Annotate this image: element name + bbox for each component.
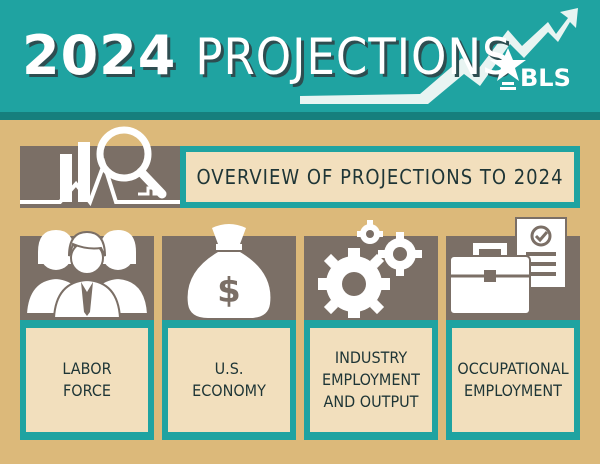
analysis-magnifier-icon xyxy=(20,126,180,207)
card-label-frame: INDUSTRY EMPLOYMENT AND OUTPUT xyxy=(304,320,438,440)
money-bag-icon: $ xyxy=(187,224,271,318)
overview-panel: OVERVIEW OF PROJECTIONS TO 2024 xyxy=(180,146,580,208)
card-label-line1: INDUSTRY xyxy=(334,348,408,367)
overview-label: OVERVIEW OF PROJECTIONS TO 2024 xyxy=(186,152,574,202)
card-label-frame: LABOR FORCE xyxy=(20,320,154,440)
trend-arrow-icon xyxy=(300,8,578,104)
card-label-line1: U.S. xyxy=(214,359,244,378)
card-label-line2: FORCE xyxy=(63,381,111,400)
title-word: PROJECTIONS xyxy=(195,28,512,86)
people-group-icon xyxy=(24,230,150,319)
card-label: LABOR FORCE xyxy=(26,328,148,432)
card-label: U.S. ECONOMY xyxy=(168,328,290,432)
bls-star-logo-icon xyxy=(490,48,526,90)
card-label-line3: AND OUTPUT xyxy=(323,392,419,411)
svg-text:$: $ xyxy=(217,271,241,311)
card-label-line1: OCCUPATIONAL xyxy=(457,359,569,378)
card-label-line2: ECONOMY xyxy=(192,381,266,400)
header-stripe xyxy=(0,112,600,120)
page-title: 2024 PROJECTIONS xyxy=(22,24,512,87)
card-label-line1: LABOR xyxy=(62,359,112,378)
card-us-economy: $ U.S. ECONOMY xyxy=(162,224,296,440)
briefcase-checklist-icon xyxy=(449,217,567,315)
card-occupational-employment: OCCUPATIONAL EMPLOYMENT xyxy=(446,217,580,440)
title-year: 2024 xyxy=(22,24,177,87)
gears-icon xyxy=(318,220,422,318)
card-label-frame: OCCUPATIONAL EMPLOYMENT xyxy=(446,320,580,440)
card-label-line2: EMPLOYMENT xyxy=(464,381,562,400)
card-label: OCCUPATIONAL EMPLOYMENT xyxy=(452,328,574,432)
card-label-frame: U.S. ECONOMY xyxy=(162,320,296,440)
card-industry-employment: INDUSTRY EMPLOYMENT AND OUTPUT xyxy=(304,220,438,440)
bls-logo-text: BLS xyxy=(520,64,571,92)
card-label-line2: EMPLOYMENT xyxy=(322,370,420,389)
card-label: INDUSTRY EMPLOYMENT AND OUTPUT xyxy=(310,328,432,432)
card-labor-force: LABOR FORCE xyxy=(20,230,154,440)
